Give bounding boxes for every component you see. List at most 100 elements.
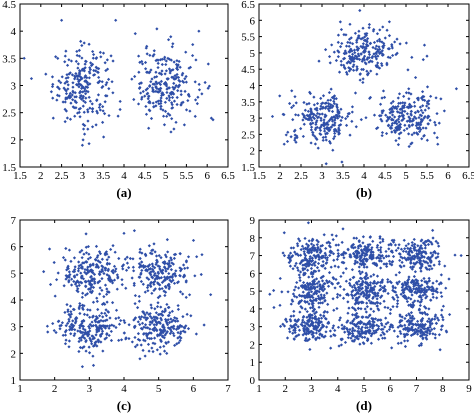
data-point xyxy=(300,306,304,310)
data-point xyxy=(86,287,91,291)
data-point xyxy=(420,264,424,268)
data-point xyxy=(164,59,168,63)
data-point xyxy=(189,314,193,318)
data-point xyxy=(368,325,372,329)
data-point xyxy=(392,329,396,333)
data-point xyxy=(80,274,84,278)
data-point xyxy=(301,280,306,285)
data-point xyxy=(308,247,312,251)
data-point xyxy=(437,260,441,264)
data-point xyxy=(94,333,98,337)
data-point xyxy=(156,65,160,70)
data-point xyxy=(327,244,332,248)
data-point xyxy=(158,345,162,349)
data-point xyxy=(345,327,349,332)
data-point xyxy=(186,255,191,259)
data-point xyxy=(100,257,104,261)
data-point xyxy=(68,96,72,100)
data-point xyxy=(310,118,314,122)
data-point xyxy=(393,120,398,124)
data-point xyxy=(88,326,92,330)
data-point xyxy=(420,253,424,258)
data-point xyxy=(48,282,53,287)
data-point xyxy=(356,48,360,52)
data-point xyxy=(178,65,182,69)
data-point xyxy=(69,332,73,336)
data-point xyxy=(409,249,413,253)
data-point xyxy=(373,55,378,59)
data-point xyxy=(377,318,381,322)
data-point xyxy=(369,334,373,338)
data-point xyxy=(98,252,103,256)
data-point xyxy=(391,284,395,288)
data-point xyxy=(350,245,354,249)
data-point xyxy=(150,262,154,266)
data-point xyxy=(367,55,371,60)
data-point xyxy=(354,256,359,260)
data-point xyxy=(83,332,87,336)
data-point xyxy=(171,85,175,89)
data-point xyxy=(388,325,392,329)
data-point xyxy=(127,323,131,327)
data-point xyxy=(338,293,342,297)
data-point xyxy=(295,242,300,246)
data-point xyxy=(423,246,427,250)
data-point xyxy=(363,281,368,285)
data-point xyxy=(436,255,440,259)
data-point xyxy=(164,341,168,346)
data-point xyxy=(136,332,141,336)
data-point xyxy=(341,296,346,300)
x-tick-label-b: 4.5 xyxy=(378,170,392,182)
data-point xyxy=(360,315,364,319)
data-point xyxy=(375,297,379,301)
data-point xyxy=(122,231,126,235)
data-point xyxy=(160,57,164,61)
data-point xyxy=(333,121,337,125)
data-point xyxy=(167,320,172,325)
data-point xyxy=(86,127,90,131)
data-point xyxy=(288,264,293,268)
data-point xyxy=(312,327,316,331)
data-point xyxy=(159,101,163,106)
data-point xyxy=(401,283,405,288)
data-point xyxy=(64,109,68,113)
data-point xyxy=(70,93,74,97)
data-point xyxy=(397,101,401,105)
data-point xyxy=(318,285,323,289)
data-point xyxy=(369,307,373,311)
data-point xyxy=(148,320,152,324)
data-point xyxy=(209,293,213,297)
data-point xyxy=(404,295,408,299)
data-point xyxy=(295,295,299,299)
data-point xyxy=(365,329,369,333)
data-point xyxy=(402,335,407,339)
data-point xyxy=(178,323,182,328)
data-point xyxy=(321,324,325,328)
data-point xyxy=(332,333,336,337)
data-point xyxy=(428,259,433,264)
data-point xyxy=(348,66,352,71)
data-point xyxy=(381,46,385,50)
data-point xyxy=(331,275,335,280)
data-point xyxy=(51,116,55,120)
data-point xyxy=(140,59,144,64)
data-point xyxy=(353,323,358,327)
data-point xyxy=(322,335,326,339)
data-point xyxy=(380,63,384,68)
data-point xyxy=(379,266,383,270)
data-point xyxy=(163,100,167,104)
data-point xyxy=(74,280,78,285)
data-point xyxy=(308,114,312,119)
data-point xyxy=(290,298,294,302)
data-point xyxy=(303,271,307,275)
data-point xyxy=(296,325,300,329)
data-point xyxy=(361,80,365,85)
data-point xyxy=(406,326,410,330)
data-point xyxy=(81,104,85,108)
data-point xyxy=(365,31,369,36)
data-point xyxy=(94,340,98,344)
data-point xyxy=(109,329,113,334)
data-point xyxy=(272,288,276,293)
data-point xyxy=(163,262,167,266)
data-point xyxy=(75,273,79,277)
